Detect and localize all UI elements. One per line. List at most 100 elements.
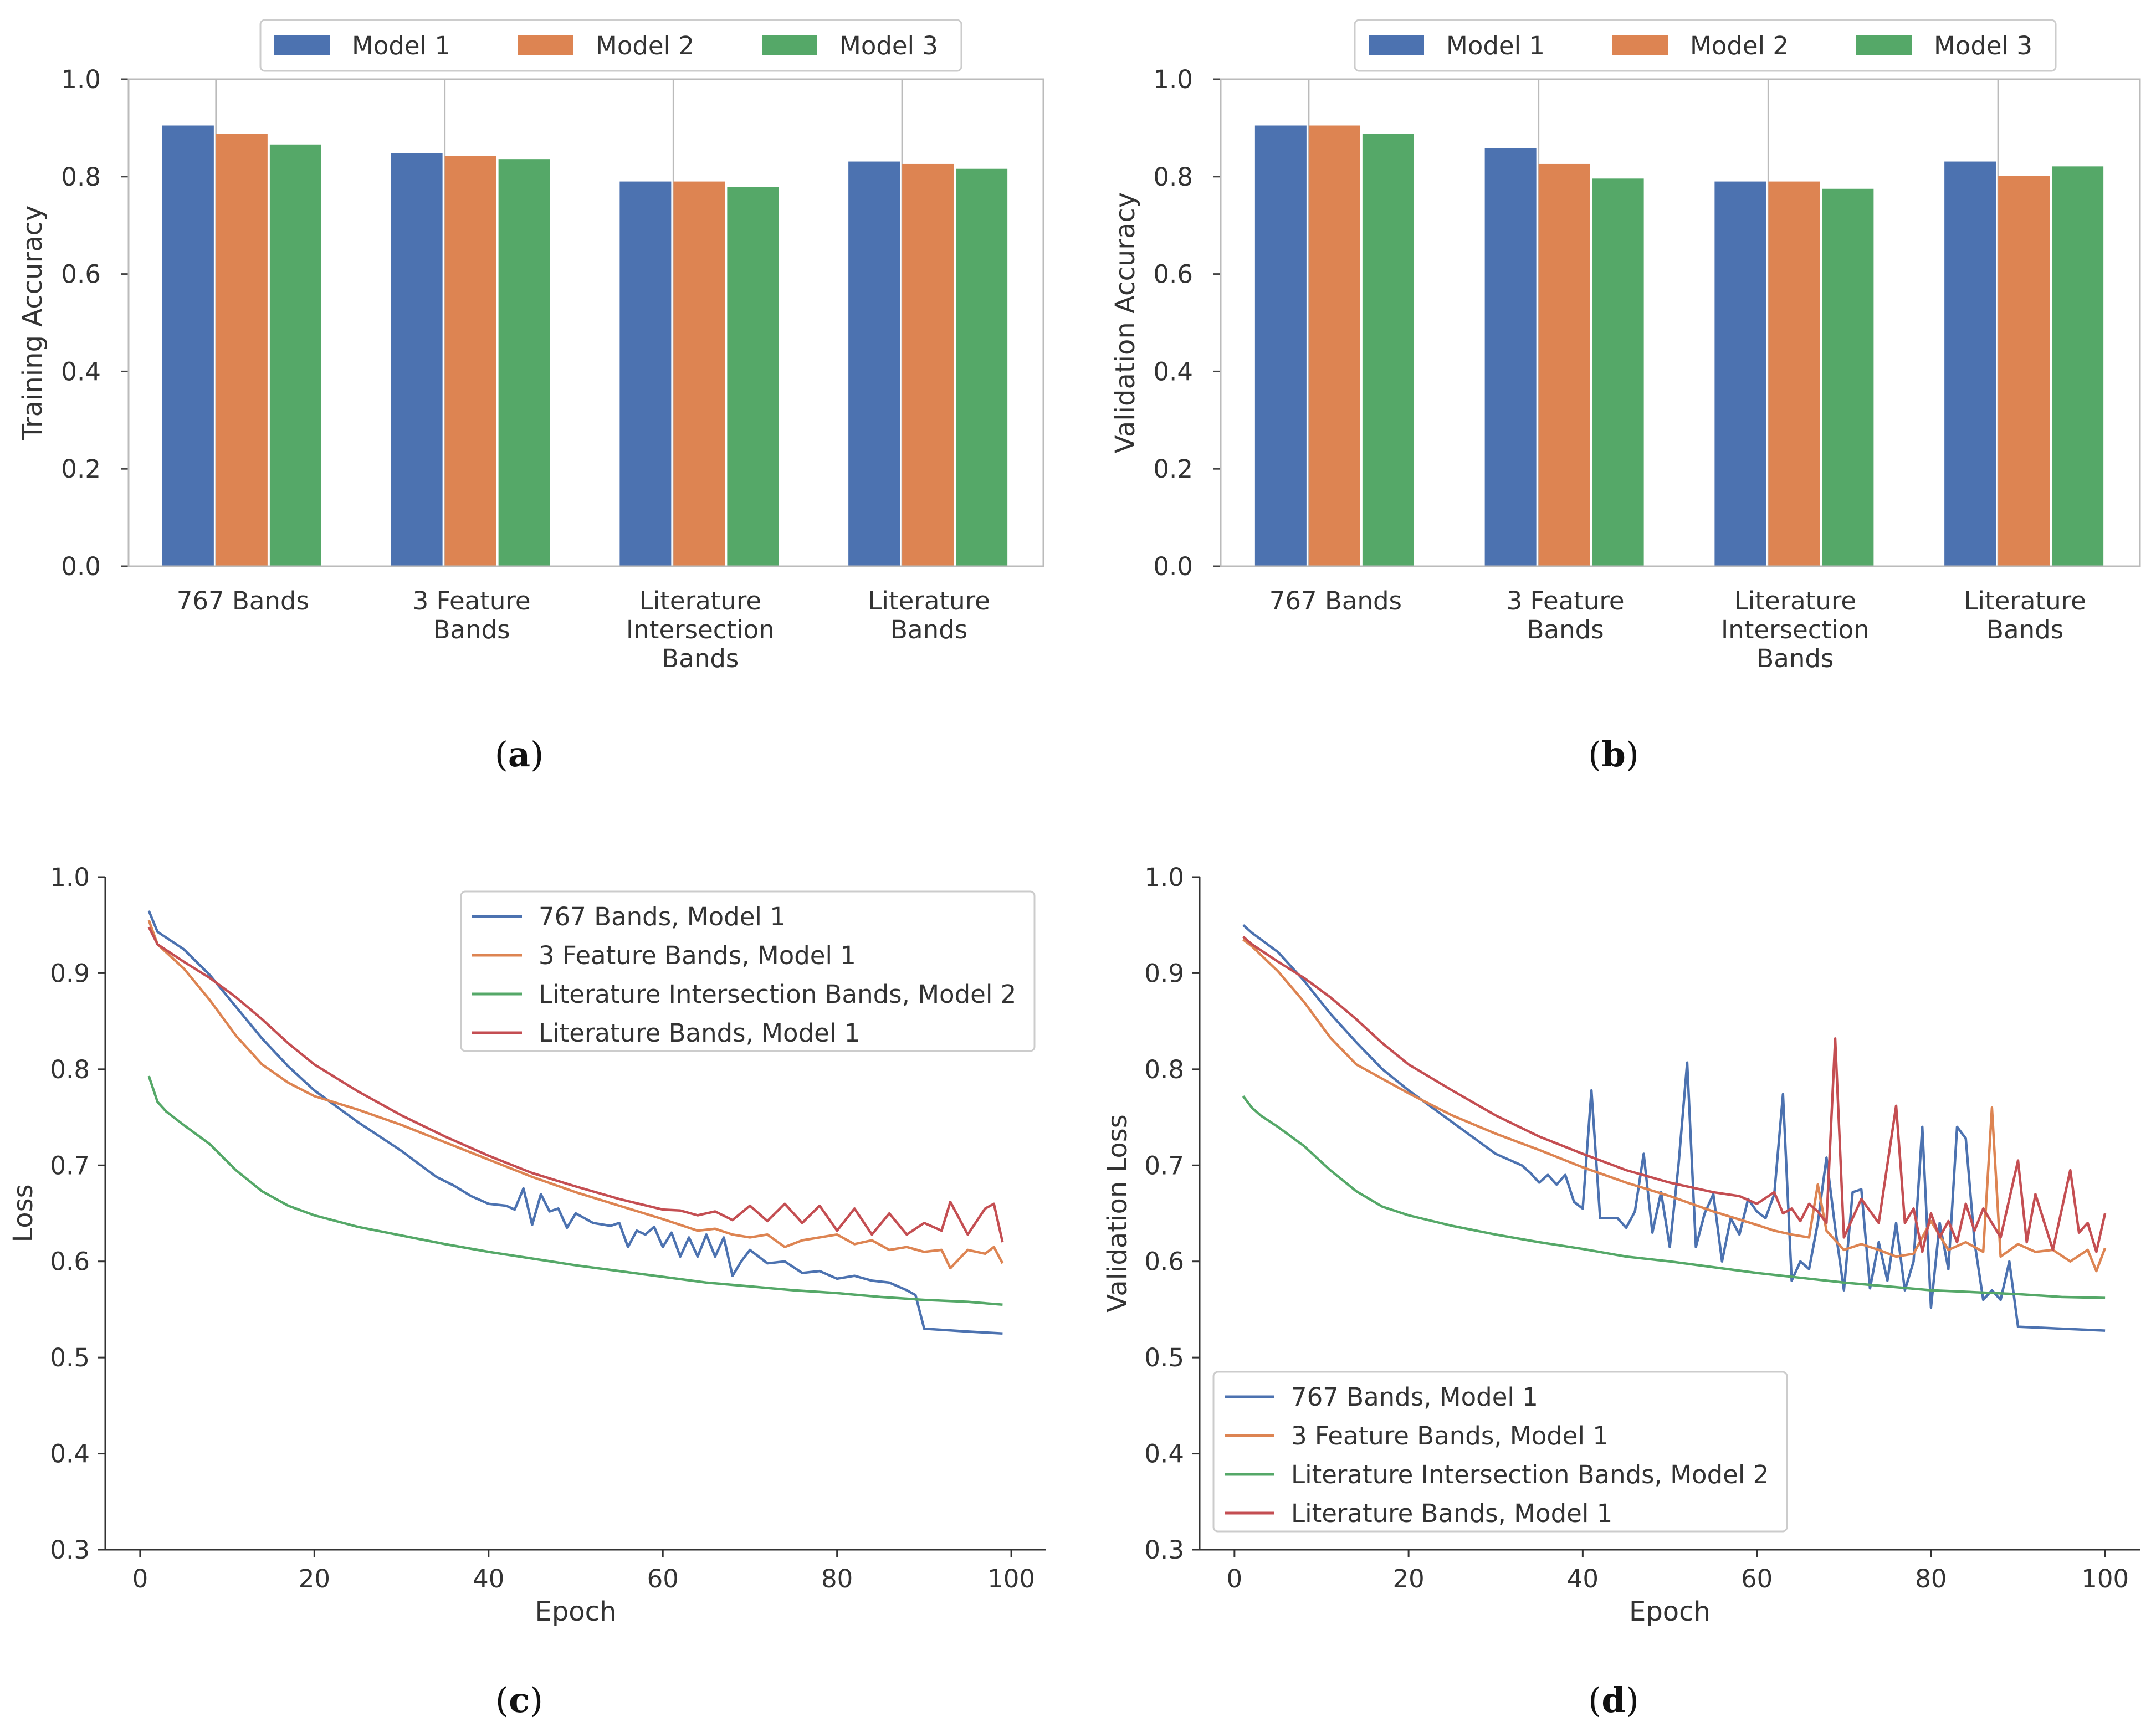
y-tick-label: 0.6 [50,1247,90,1277]
x-category-label: Bands [890,615,967,644]
legend-label: Literature Intersection Bands, Model 2 [539,980,1016,1009]
y-tick-label: 0.6 [1144,1247,1184,1277]
caption-paren: ) [1626,1680,1639,1720]
x-category-label: Bands [1527,615,1604,644]
caption-letter: b [1601,734,1625,775]
bar-model-2 [1308,125,1360,566]
x-category-label: 767 Bands [1269,586,1402,616]
y-tick-label: 1.0 [50,863,90,892]
legend-swatch [274,35,330,55]
panel-caption: (c) [495,1680,543,1720]
bar-model-1 [1484,148,1537,566]
y-tick-label: 0.5 [50,1343,90,1372]
legend-label: 3 Feature Bands, Model 1 [1291,1421,1609,1451]
x-tick-label: 80 [821,1564,853,1593]
series-line-literature-bands-model-1 [147,926,1004,1243]
y-tick-label: 0.5 [1144,1343,1184,1372]
series-line-literature-intersection-bands-model-2 [1242,1095,2106,1299]
bar-model-3 [1362,134,1414,566]
legend-box [460,890,1036,1052]
y-tick-label: 0.8 [50,1055,90,1084]
legend-label: Model 3 [839,31,938,60]
x-category-label: Intersection [1721,615,1870,644]
legend-label: Literature Bands, Model 1 [1291,1499,1612,1528]
series-line-3-feature-bands-model-1 [1242,938,2107,1273]
legend-swatch [1612,35,1668,55]
x-tick-label: 60 [647,1564,679,1593]
y-tick-label: 0.2 [1153,454,1193,484]
legend-box [1212,1371,1788,1533]
x-category-label: 3 Feature [1507,586,1625,616]
x-tick-label: 20 [1392,1564,1424,1593]
y-axis-label: Training Accuracy [17,206,48,441]
bar-model-3 [727,187,779,566]
y-tick-label: 1.0 [1144,863,1184,892]
bar-model-3 [498,159,550,566]
caption-paren: ) [530,1680,543,1720]
series-line-767-bands-model-1 [1242,924,2106,1332]
bar-model-2 [1998,176,2050,566]
legend-label: 767 Bands, Model 1 [539,902,786,931]
caption-paren: ( [495,1680,509,1720]
x-tick-label: 20 [299,1564,330,1593]
x-tick-label: 100 [2081,1564,2129,1593]
y-tick-label: 0.6 [61,260,101,289]
caption-letter: a [508,734,530,775]
caption-paren: ) [1626,734,1639,775]
y-tick-label: 0.9 [50,959,90,988]
legend-box [1354,19,2057,72]
bar-model-2 [216,134,268,566]
legend-swatch [762,35,817,55]
y-tick-label: 0.4 [1153,357,1193,386]
bar-model-3 [1592,178,1644,566]
y-tick-label: 1.0 [1153,65,1193,94]
y-tick-label: 0.6 [1153,260,1193,289]
legend-label: Literature Bands, Model 1 [539,1018,860,1048]
y-tick-label: 0.4 [50,1439,90,1469]
x-tick-label: 60 [1741,1564,1773,1593]
legend-label: Model 2 [1690,31,1789,60]
panel-c-loss-chart: 0.3 0.4 0.5 0.6 0.7 0.8 0.9 1.0 0 20 40 60 80 100 Epoc… [8,863,1046,1720]
bar-model-1 [162,125,214,566]
panel-d-validation-loss-chart: 0.3 0.4 0.5 0.6 0.7 0.8 0.9 1.0 0 20 40 60 80 100 Epoc… [1102,863,2140,1720]
bar-model-2 [673,181,725,567]
legend-box [259,19,962,72]
x-tick-label: 40 [473,1564,504,1593]
y-tick-label: 0.8 [1144,1055,1184,1084]
bar-model-1 [391,153,443,566]
x-tick-label: 0 [1227,1564,1243,1593]
y-tick-label: 0.3 [50,1535,90,1565]
series-line-literature-intersection-bands-model-2 [147,1075,1003,1306]
y-tick-label: 0.4 [61,357,101,386]
bar-model-1 [1944,161,1996,566]
x-category-label: Literature [639,586,761,616]
x-category-label: Literature [1964,586,2086,616]
legend-label: Model 3 [1934,31,2032,60]
legend-label: 3 Feature Bands, Model 1 [539,941,856,970]
series-line-literature-bands-model-1 [1242,935,2107,1253]
x-category-label: Bands [1986,615,2063,644]
x-category-label: 3 Feature [413,586,531,616]
caption-letter: c [509,1680,530,1720]
y-tick-label: 1.0 [61,65,101,94]
bar-model-3 [956,168,1008,567]
y-tick-label: 0.8 [1153,162,1193,192]
x-category-label: Bands [1756,644,1834,673]
legend-swatch [1856,35,1912,55]
series-line-3-feature-bands-model-1 [147,920,1004,1270]
caption-paren: ) [530,734,544,775]
bar-model-2 [902,163,954,566]
x-category-label: Bands [433,615,510,644]
x-tick-label: 0 [132,1564,148,1593]
legend-swatch [1369,35,1424,55]
caption-letter: d [1601,1680,1625,1720]
bar-model-2 [444,156,496,566]
panel-caption: (a) [495,734,544,775]
y-tick-label: 0.4 [1144,1439,1184,1469]
x-category-label: Bands [662,644,739,673]
legend-swatch [518,35,573,55]
caption-paren: ( [1588,734,1601,775]
y-tick-label: 0.8 [61,162,101,192]
